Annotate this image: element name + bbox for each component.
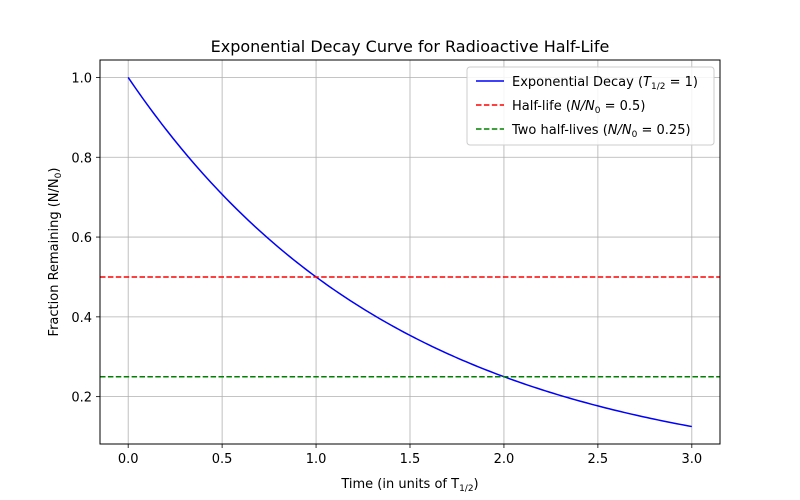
y-axis-label: Fraction Remaining (N/N0) bbox=[47, 168, 64, 337]
y-tick-label: 0.6 bbox=[71, 231, 92, 246]
legend-two-part-2: N/N bbox=[608, 123, 632, 138]
series-layer bbox=[100, 77, 720, 428]
legend-two-part-4: = 0.25) bbox=[637, 123, 690, 138]
x-axis-label: Time (in units of T1/2) bbox=[340, 477, 478, 494]
plot-frame bbox=[99, 59, 721, 445]
legend-half-part-2: N/N bbox=[571, 99, 595, 114]
legend-half-part-1: Half-life ( bbox=[512, 99, 571, 114]
x-tick-label: 1.0 bbox=[306, 452, 327, 467]
y-axis-label-end: ) bbox=[47, 168, 62, 173]
legend-decay-part-4: = 1) bbox=[665, 75, 698, 90]
x-axis-label-end: ) bbox=[474, 477, 479, 492]
y-tick-label: 0.4 bbox=[71, 311, 92, 326]
legend-half-part-3: 0 bbox=[595, 106, 601, 116]
x-tick-label: 1.5 bbox=[400, 452, 421, 467]
legend: Exponential Decay (T1/2 = 1) Half-life (… bbox=[466, 66, 715, 146]
legend-label-decay: Exponential Decay (T1/2 = 1) bbox=[512, 75, 698, 92]
x-tick-label: 2.5 bbox=[588, 452, 609, 467]
legend-label-half-life: Half-life (N/N0 = 0.5) bbox=[512, 99, 645, 116]
legend-two-part-3: 0 bbox=[632, 130, 638, 140]
legend-decay-part-1: Exponential Decay ( bbox=[512, 75, 643, 90]
y-tick-label: 0.2 bbox=[71, 391, 92, 406]
x-tick-label: 3.0 bbox=[681, 452, 702, 467]
chart-title: Exponential Decay Curve for Radioactive … bbox=[211, 37, 610, 56]
y-tick-label: 1.0 bbox=[71, 71, 92, 86]
tick-layer: 0.0 0.5 1.0 1.5 2.0 2.5 3.0 0.2 0.4 0.6 0.8 1.0 bbox=[71, 71, 702, 467]
x-tick-label: 0.5 bbox=[212, 452, 233, 467]
decay-curve bbox=[127, 77, 692, 428]
y-tick-label: 0.8 bbox=[71, 151, 92, 166]
legend-decay-part-3: 1/2 bbox=[651, 82, 665, 92]
x-axis-label-main: Time (in units of T bbox=[340, 477, 459, 492]
y-axis-label-main: Fraction Remaining (N/N bbox=[47, 178, 62, 336]
legend-label-two-half-lives: Two half-lives (N/N0 = 0.25) bbox=[511, 123, 691, 140]
legend-decay-part-2: T bbox=[643, 75, 652, 90]
legend-two-part-1: Two half-lives ( bbox=[511, 123, 608, 138]
x-axis-label-sub: 1/2 bbox=[459, 484, 473, 494]
legend-half-part-4: = 0.5) bbox=[601, 99, 646, 114]
legend-box bbox=[466, 66, 715, 146]
x-tick-label: 2.0 bbox=[494, 452, 515, 467]
y-axis-label-sub: 0 bbox=[54, 172, 64, 178]
x-tick-label: 0.0 bbox=[118, 452, 139, 467]
grid-layer bbox=[100, 60, 720, 444]
